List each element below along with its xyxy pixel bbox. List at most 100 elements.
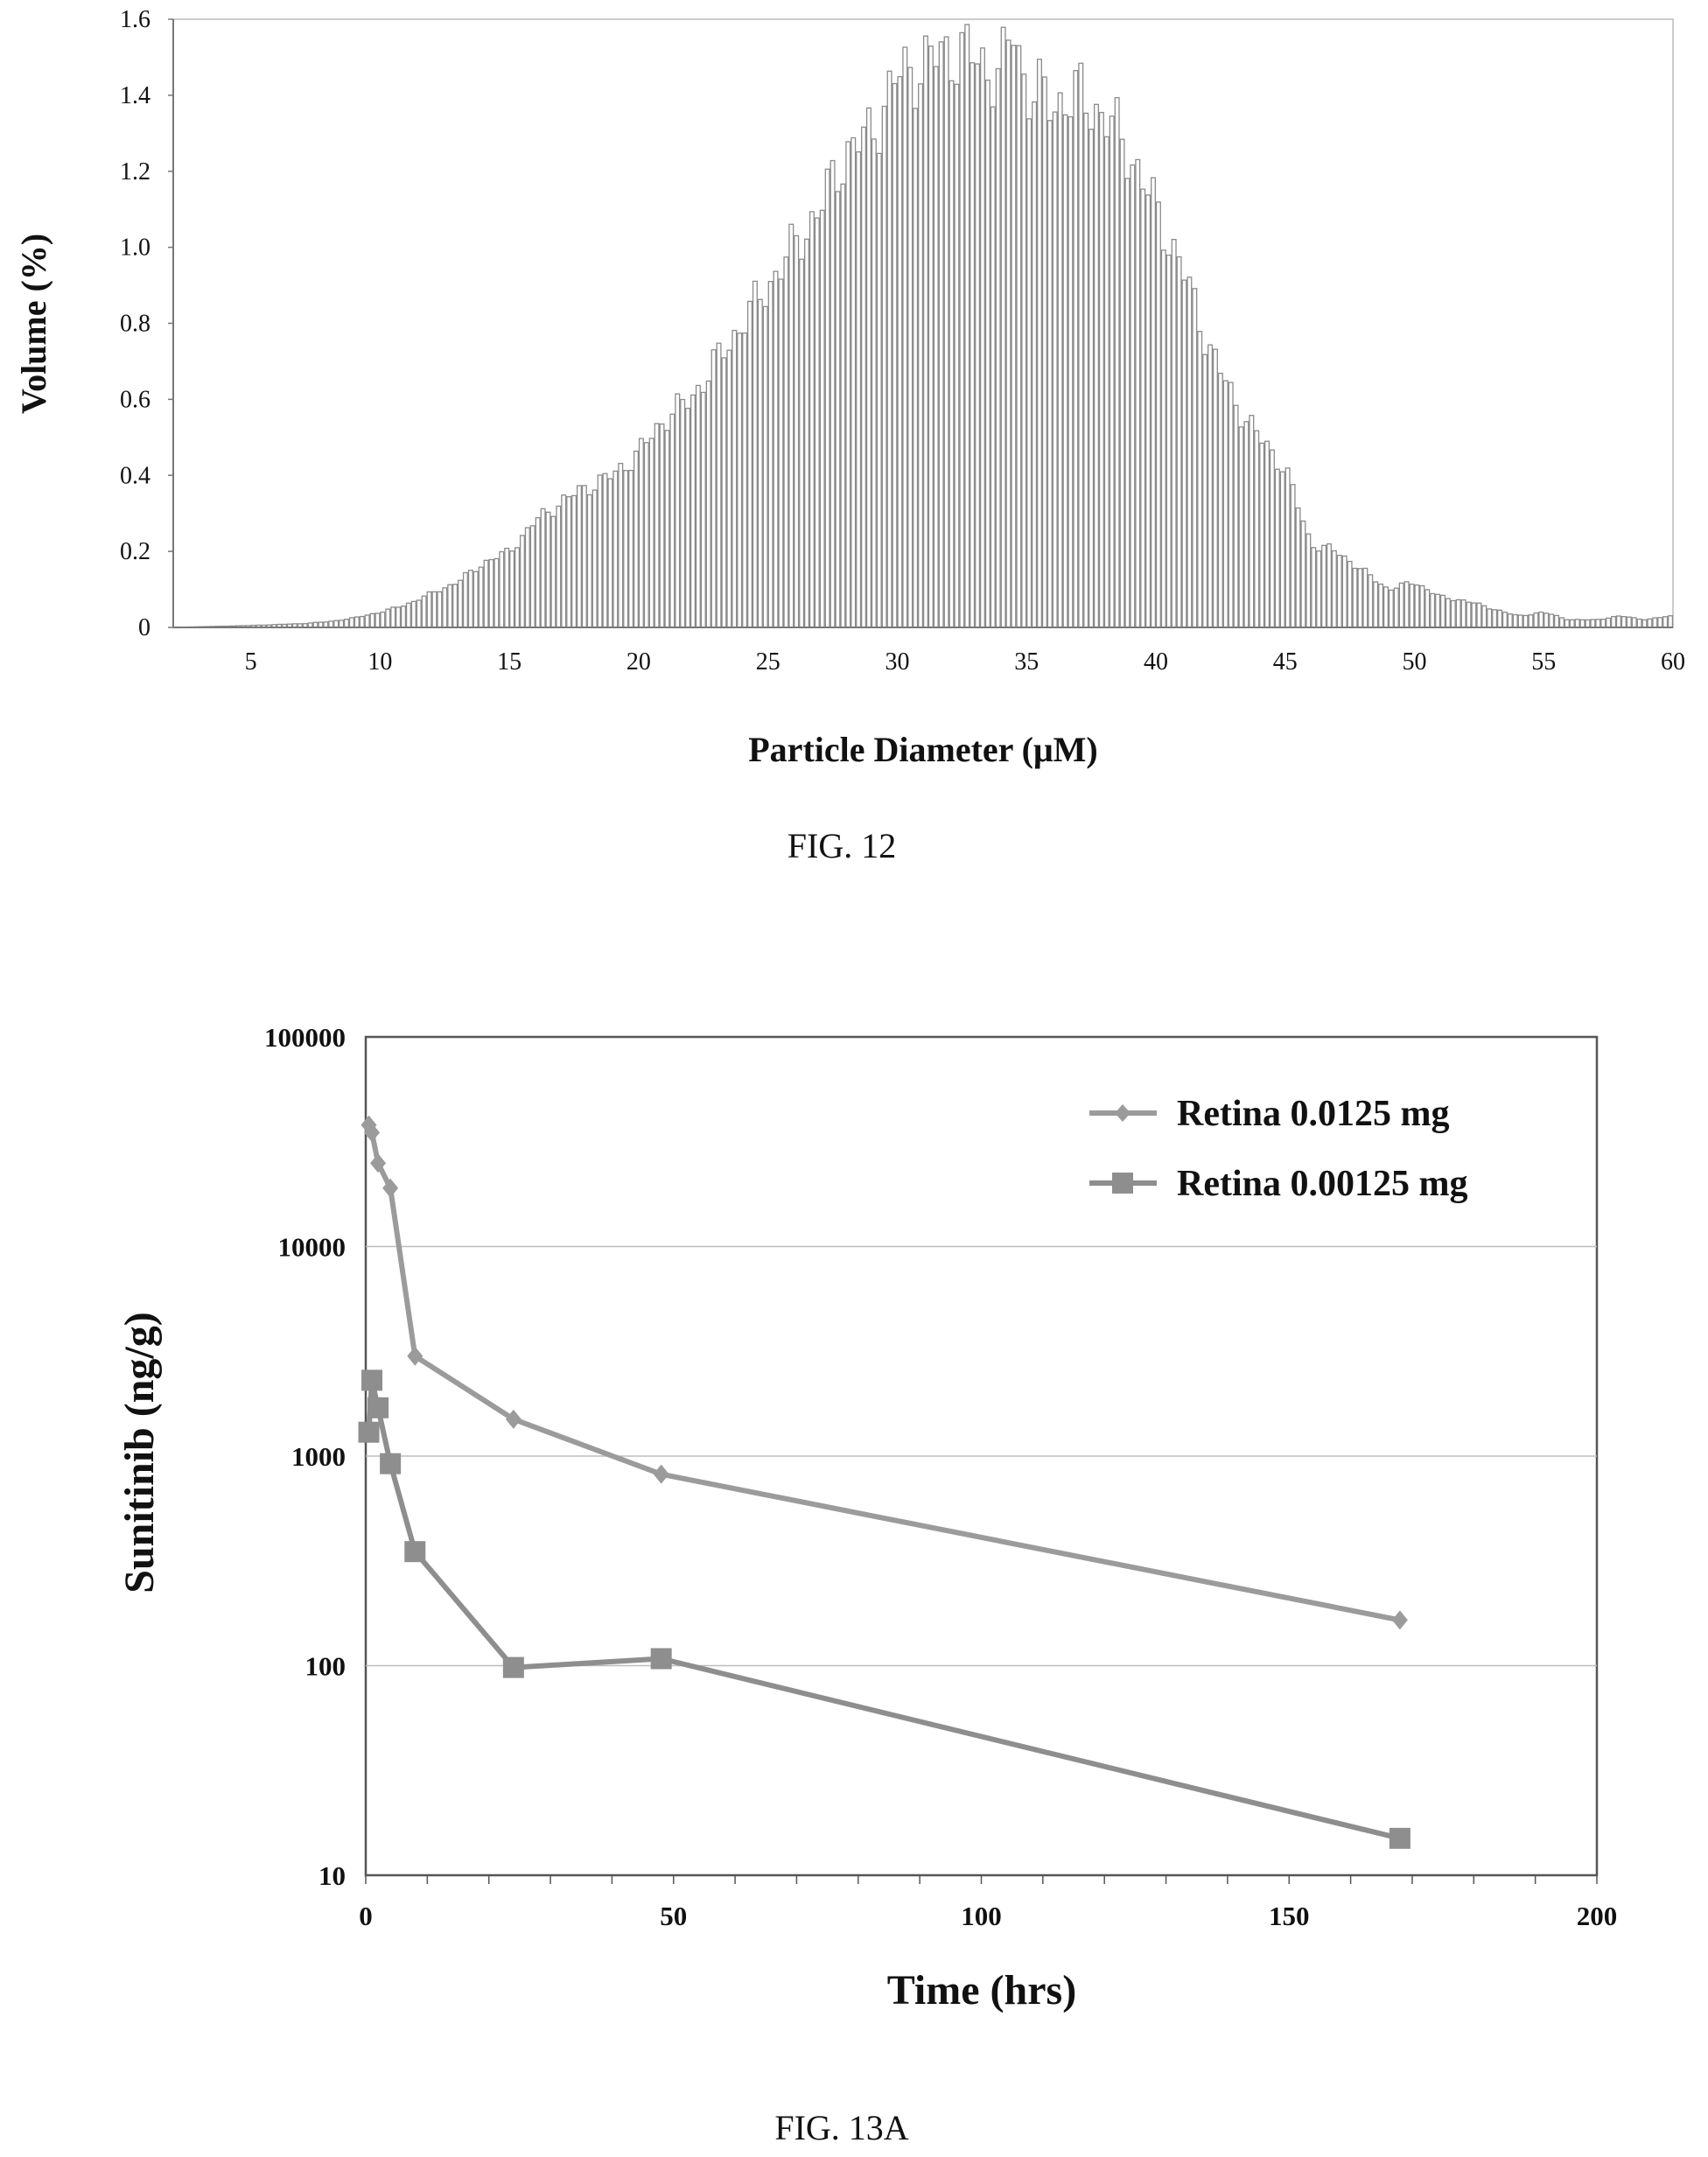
histogram-bar <box>1284 467 1291 628</box>
histogram-bar <box>348 617 354 628</box>
histogram-bar <box>804 238 810 628</box>
histogram-bar <box>1300 520 1306 628</box>
series-2-point <box>650 1648 672 1670</box>
histogram-x-axis-title: Particle Diameter (μM) <box>748 730 1098 769</box>
histogram-bar <box>710 349 717 628</box>
histogram-bar <box>752 280 758 628</box>
histogram-bar <box>1368 574 1374 628</box>
histogram-bar <box>814 217 820 628</box>
histogram-bar <box>1388 589 1394 628</box>
histogram-bar <box>1026 118 1032 628</box>
histogram-bar <box>1171 239 1177 628</box>
histogram-x-tick-label: 25 <box>756 648 780 676</box>
histogram-bar <box>1269 449 1275 628</box>
line-y-tick-label: 100000 <box>264 1022 346 1053</box>
histogram-bar <box>773 270 779 628</box>
histogram-bar <box>1382 586 1389 628</box>
histogram-bar <box>1445 598 1451 628</box>
histogram-x-tick-label: 50 <box>1402 648 1426 676</box>
histogram-bar <box>540 508 546 628</box>
histogram-bar <box>1668 615 1674 628</box>
histogram-bar <box>1398 582 1404 628</box>
line-x-tick-label: 200 <box>1577 1901 1618 1931</box>
histogram-x-tick-label: 10 <box>368 648 392 676</box>
series-2-point <box>368 1397 389 1418</box>
histogram-bar <box>1652 617 1658 628</box>
series-1-point <box>382 1178 399 1198</box>
histogram-bar <box>747 300 753 628</box>
histogram-bar <box>1414 584 1420 628</box>
histogram-bar <box>472 571 479 628</box>
histogram-bar <box>343 619 350 628</box>
histogram-bar <box>975 63 981 628</box>
histogram-bar <box>1455 599 1461 628</box>
histogram-bar <box>742 332 748 628</box>
histogram-bar <box>1290 484 1296 628</box>
histogram-bar <box>865 107 872 628</box>
histogram-bar <box>1311 547 1317 628</box>
histogram-bar <box>529 525 536 628</box>
histogram-bar <box>856 151 862 628</box>
histogram-bar <box>959 32 965 628</box>
histogram-bar <box>1114 96 1120 628</box>
histogram-y-tick-labels: 0 0.2 0.4 0.6 0.8 1.0 1.2 1.4 1.6 <box>120 6 173 641</box>
fig-13a-caption: FIG. 13A <box>774 2108 908 2147</box>
histogram-bar <box>783 256 789 628</box>
histogram-bar <box>339 620 345 628</box>
histogram-bar <box>778 278 784 628</box>
histogram-bar <box>808 211 815 628</box>
histogram-bar <box>1430 592 1436 628</box>
histogram-bar <box>1306 533 1312 628</box>
histogram-bar <box>830 159 836 628</box>
legend-diamond-icon <box>1115 1104 1130 1122</box>
histogram-bar <box>1512 613 1518 628</box>
histogram-bar <box>762 305 768 628</box>
histogram-bar <box>499 550 505 628</box>
histogram-bar <box>1336 554 1342 628</box>
histogram-bar <box>452 584 458 628</box>
histogram-bar <box>571 494 578 628</box>
histogram-bar <box>659 423 665 628</box>
histogram-bar <box>881 105 887 628</box>
histogram-bar <box>1600 619 1606 628</box>
histogram-bar <box>788 223 794 628</box>
line-x-tick-label: 150 <box>1269 1901 1310 1931</box>
histogram-y-tick-label: 1.2 <box>120 158 150 186</box>
histogram-bar <box>1098 111 1104 628</box>
histogram-bar <box>1357 568 1363 628</box>
series-2-point <box>358 1421 380 1443</box>
line-x-tick-label: 100 <box>961 1901 1002 1931</box>
histogram-bar <box>943 36 949 628</box>
histogram-bar <box>1176 256 1182 628</box>
histogram-bar <box>767 281 774 628</box>
histogram-bar <box>488 558 494 628</box>
histogram-x-tick-label: 15 <box>497 648 522 676</box>
histogram-bar <box>592 489 598 628</box>
series-2-point <box>1389 1827 1410 1849</box>
histogram-bar <box>1393 587 1399 628</box>
histogram-bar <box>545 511 551 628</box>
series-1-point <box>505 1409 522 1429</box>
histogram-bar <box>716 342 722 628</box>
histogram-bar <box>995 67 1001 628</box>
series-1-point <box>364 1123 381 1143</box>
series-1-point <box>1391 1610 1408 1630</box>
histogram-bar <box>886 70 892 628</box>
histogram-bar <box>1145 194 1152 628</box>
histogram-bar <box>421 595 427 628</box>
histogram-bar <box>1631 617 1637 628</box>
histogram-bar <box>835 191 841 628</box>
histogram-bar <box>478 566 484 628</box>
histogram-bar <box>1093 103 1100 628</box>
histogram-bar <box>1497 609 1503 628</box>
line-x-tick-label: 50 <box>660 1901 687 1931</box>
histogram-bar <box>1062 114 1068 628</box>
histogram-y-tick-label: 0.8 <box>120 311 150 338</box>
histogram-bar <box>401 606 407 628</box>
histogram-bar <box>1419 585 1425 628</box>
histogram-y-tick-label: 0.6 <box>120 386 150 413</box>
histogram-bar <box>1135 158 1141 628</box>
histogram-bar <box>612 470 619 628</box>
histogram-bar <box>907 67 914 628</box>
